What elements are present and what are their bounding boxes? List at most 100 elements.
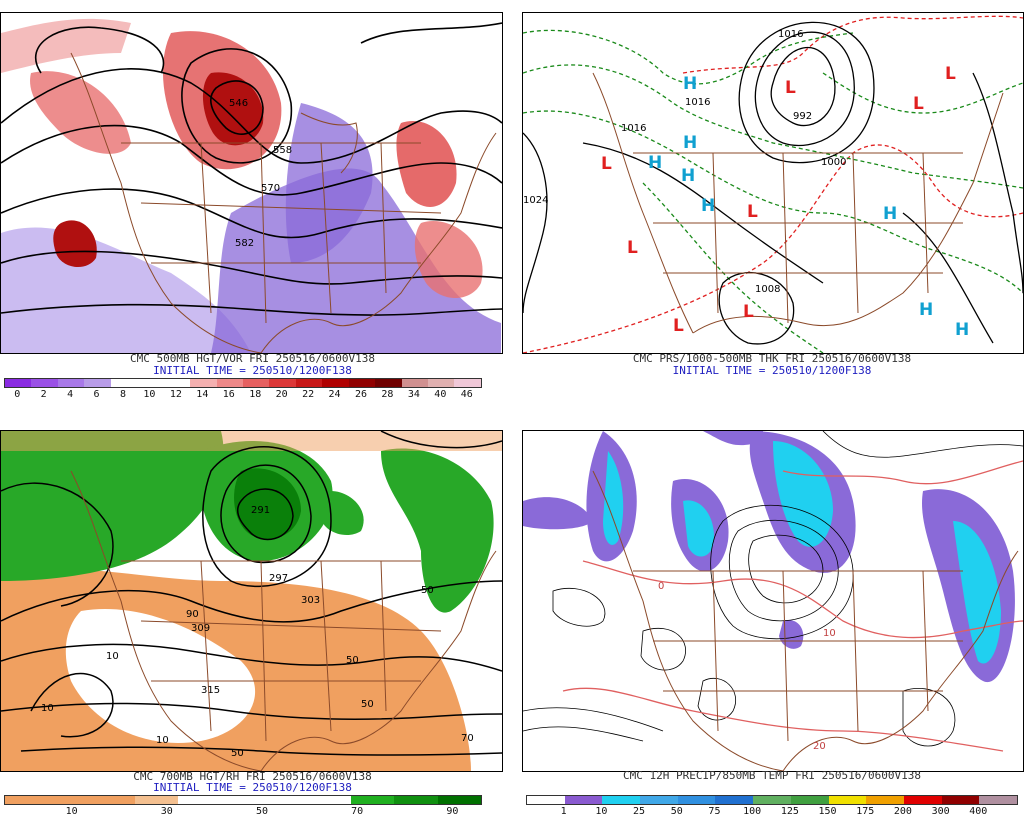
panel-caption: CMC 500MB HGT/VOR FRI 250516/0600V138: [129, 352, 376, 365]
colorbar-tick-label: 400: [969, 806, 988, 817]
panel-caption: CMC 700MB HGT/RH FRI 250516/0600V138: [133, 770, 372, 783]
colorbar-tick-label: 28: [381, 389, 394, 400]
panel-500mb-hgt-vor: 546 558 570 582 CMC 500MB HGT/VOR FRI 25…: [0, 0, 505, 410]
colorbar-swatch: [979, 796, 1017, 804]
contour-label: 315: [201, 685, 220, 696]
colorbar-tick-label: 50: [255, 806, 269, 817]
colorbar-swatch: [31, 379, 58, 387]
colorbar-swatch: [715, 796, 754, 804]
colorbar-tick-label: 70: [351, 806, 364, 817]
colorbar-vorticity: [4, 378, 482, 388]
colorbar-tick-label: 6: [93, 389, 100, 400]
colorbar-tick-label: 8: [119, 389, 127, 400]
map-precip-svg: 20 10 0: [523, 431, 1023, 771]
low-pressure-marker: L: [601, 154, 612, 174]
low-pressure-marker: L: [785, 78, 796, 98]
colorbar-swatch: [5, 379, 32, 387]
isobar-label: 1016: [685, 97, 710, 108]
high-pressure-marker: H: [701, 196, 715, 216]
panel-prs-thickness: 1016 1016 1016 992 1000 1008 1024 H H H …: [520, 0, 1024, 410]
colorbar-tick-label: 175: [856, 806, 875, 817]
colorbar-precip: [526, 795, 1018, 805]
isobar-label: 1024: [523, 195, 548, 206]
colorbar-tick-label: 90: [446, 806, 459, 817]
colorbar-swatch: [437, 796, 481, 804]
isobar-label: 992: [793, 111, 812, 122]
colorbar-swatch: [307, 796, 352, 804]
colorbar-tick-label: 1: [560, 806, 567, 817]
low-pressure-marker: L: [945, 64, 956, 84]
colorbar-tick-label: 10: [595, 806, 608, 817]
colorbar-swatch: [137, 379, 164, 387]
colorbar-swatch: [640, 796, 678, 804]
map-prs-svg: 1016 1016 1016 992 1000 1008 1024 H H H …: [523, 15, 1023, 353]
rh-label: 10: [106, 651, 119, 662]
map-500mb-svg: 546 558 570 582: [1, 18, 502, 353]
colorbar-tick-label: 100: [743, 806, 762, 817]
colorbar-swatch: [394, 796, 438, 804]
isobar-label: 1016: [621, 123, 646, 134]
colorbar-swatch: [428, 379, 455, 387]
colorbar-ticks: 10 30 50 70 90: [4, 806, 480, 818]
colorbar-tick-label: 50: [670, 806, 683, 817]
initial-time: INITIAL TIME = 250510/1200F138: [153, 781, 352, 794]
colorbar-swatch: [216, 379, 243, 387]
colorbar-swatch: [941, 796, 980, 804]
initial-time: INITIAL TIME = 250510/1200F138: [672, 364, 872, 377]
panel-precip-850temp: 20 10 0 CMC 12H PRECIP/850MB TEMP FRI 25…: [520, 418, 1024, 819]
colorbar-swatch: [828, 796, 867, 804]
colorbar-swatch: [375, 379, 402, 387]
rh-label: 10: [156, 735, 169, 746]
rh-label: 50: [346, 655, 359, 666]
colorbar-swatch: [790, 796, 829, 804]
colorbar-tick-label: 10: [143, 389, 156, 400]
colorbar-tick-label: 34: [407, 389, 420, 400]
colorbar-swatch: [163, 379, 191, 387]
contour-label-570: 570: [261, 183, 280, 194]
rh-label: 70: [461, 733, 474, 744]
high-pressure-marker: H: [648, 153, 662, 173]
map-700mb-svg: 309 315 291 297 303 10 10 50 50 50 50 90…: [1, 431, 502, 771]
colorbar-tick-label: 150: [818, 806, 837, 817]
colorbar-tick-label: 0: [14, 389, 21, 400]
colorbar-swatch: [264, 796, 308, 804]
contour-label: 291: [251, 505, 270, 516]
colorbar-tick-label: 12: [169, 389, 182, 400]
high-pressure-marker: H: [955, 320, 969, 340]
colorbar-swatch: [401, 379, 428, 387]
rh-label: 90: [186, 609, 199, 620]
panel-caption: CMC PRS/1000-500MB THK FRI 250516/0600V1…: [632, 352, 912, 365]
temp-label: 10: [823, 628, 836, 639]
contour-label-582: 582: [235, 238, 254, 249]
isobar-label: 1000: [821, 157, 846, 168]
contour-label: 309: [191, 623, 210, 634]
rh-label: 50: [421, 585, 434, 596]
colorbar-swatch: [242, 379, 270, 387]
rh-label: 50: [231, 748, 244, 759]
colorbar-swatch: [322, 379, 349, 387]
colorbar-swatch: [454, 379, 481, 387]
colorbar-swatch: [84, 379, 111, 387]
colorbar-tick-label: 4: [67, 389, 74, 400]
colorbar-swatch: [602, 796, 641, 804]
colorbar-tick-label: 125: [780, 806, 799, 817]
colorbar-swatch: [527, 796, 565, 804]
high-pressure-marker: H: [683, 74, 697, 94]
panel-caption: CMC 12H PRECIP/850MB TEMP FRI 250516/060…: [622, 769, 921, 782]
colorbar-swatch: [348, 379, 376, 387]
contour-label: 303: [301, 595, 320, 606]
colorbar-tick-label: 18: [249, 389, 262, 400]
isobar-label: 1016: [778, 29, 803, 40]
colorbar-swatch: [564, 796, 603, 804]
map-500mb: 546 558 570 582: [0, 12, 503, 354]
colorbar-ticks: 0 2 4 6 8 10 12 14 16 18 20 22 24 26 28 34 40 46: [4, 389, 480, 401]
high-pressure-marker: H: [883, 204, 897, 224]
colorbar-tick-label: 26: [354, 389, 368, 400]
colorbar-tick-label: 24: [328, 389, 341, 400]
colorbar-tick-label: 22: [302, 389, 315, 400]
colorbar-swatch: [91, 796, 135, 804]
high-pressure-marker: H: [683, 133, 697, 153]
colorbar-tick-label: 30: [160, 806, 173, 817]
rh-label: 50: [361, 699, 374, 710]
map-prs: 1016 1016 1016 992 1000 1008 1024 H H H …: [522, 12, 1024, 354]
